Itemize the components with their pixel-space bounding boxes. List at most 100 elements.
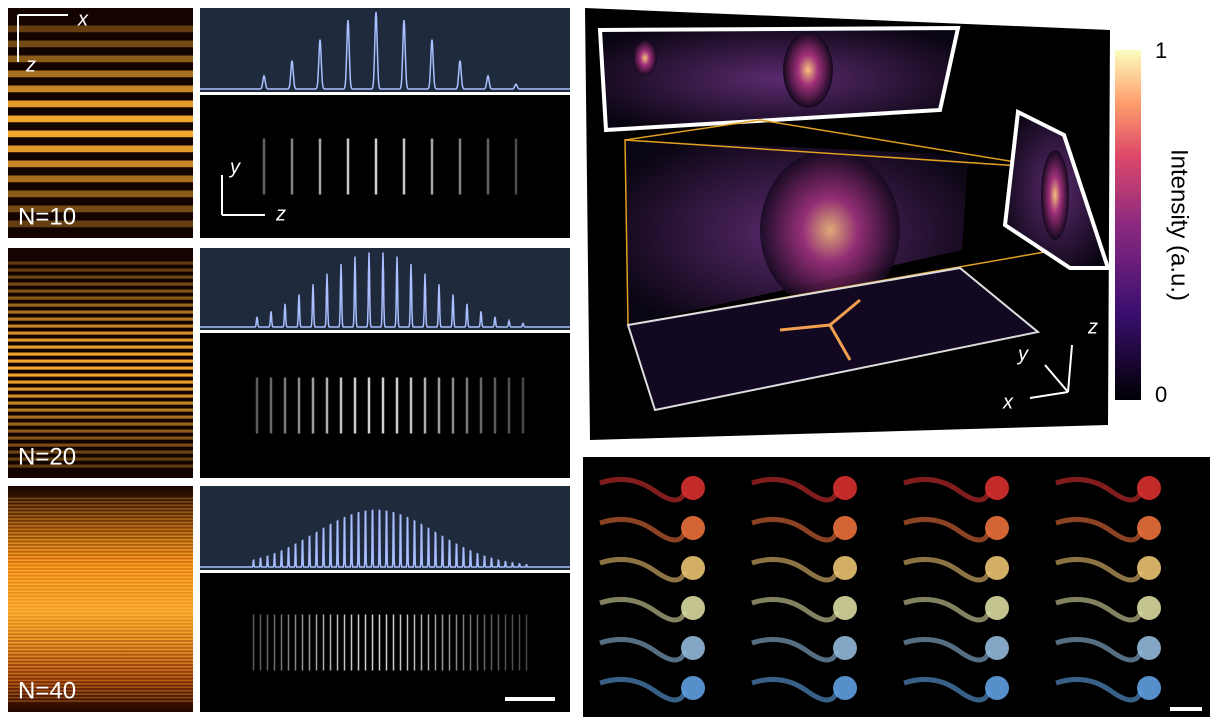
fringe (8, 625, 193, 627)
fringe (8, 353, 193, 356)
fringe (8, 614, 193, 616)
axis-label: x (77, 8, 89, 30)
scale-bar (505, 697, 555, 701)
axis-label: z (25, 54, 36, 76)
fringe (8, 508, 193, 510)
fringe (8, 388, 193, 391)
fringe (8, 332, 193, 335)
profile-plot (200, 8, 570, 92)
fringe (8, 597, 193, 599)
fringe (8, 437, 193, 440)
fringe (8, 666, 193, 668)
n-label: N=10 (18, 203, 76, 230)
fringe (8, 304, 193, 307)
bead-image (200, 95, 570, 238)
fringe (8, 522, 193, 524)
fringe (8, 663, 193, 665)
fringe (8, 608, 193, 610)
scale-bar (1170, 707, 1202, 711)
feature (1041, 150, 1069, 240)
fringe (8, 656, 193, 658)
fringe (8, 346, 193, 349)
fringe (8, 535, 193, 537)
colorbar-label: Intensity (a.u.) (1166, 149, 1193, 301)
fringe (8, 621, 193, 623)
fringe (8, 191, 193, 198)
colorbar-max: 1 (1155, 38, 1167, 63)
fringe (8, 318, 193, 321)
feature (633, 40, 657, 76)
fringe (8, 556, 193, 558)
fringe (8, 395, 193, 398)
fringe (8, 573, 193, 575)
fringe (8, 566, 193, 568)
fringe (8, 632, 193, 634)
fringe (8, 590, 193, 592)
fringe (8, 577, 193, 579)
fringe (8, 269, 193, 272)
fringe (8, 297, 193, 300)
fringe (8, 539, 193, 541)
fringe (8, 642, 193, 644)
fringe (8, 518, 193, 520)
fringe (8, 290, 193, 293)
fringe (8, 515, 193, 517)
fringe (8, 339, 193, 342)
fringe (8, 659, 193, 661)
fringe (8, 553, 193, 555)
n-label: N=20 (18, 443, 76, 470)
fringe (8, 546, 193, 548)
colorbar (1115, 50, 1141, 400)
fringe (8, 498, 193, 500)
figure: N=10N=20N=40xzyz z y x 1 0 Intensity (a.… (0, 0, 1210, 717)
axis-label: y (1016, 343, 1029, 365)
fringe (8, 594, 193, 596)
bead-image (200, 573, 570, 712)
fringe (8, 311, 193, 314)
bead-image (200, 333, 570, 478)
fringe (8, 532, 193, 534)
fringe (8, 673, 193, 675)
fringe (8, 161, 193, 168)
fringe (8, 501, 193, 503)
fringe (8, 604, 193, 606)
fringe (8, 560, 193, 562)
fringe (8, 101, 193, 108)
axis-label: y (228, 156, 241, 178)
fringe (8, 131, 193, 138)
fringe (8, 511, 193, 513)
fringe (8, 584, 193, 586)
fringe (8, 549, 193, 551)
fringe (8, 26, 193, 33)
fringe (8, 618, 193, 620)
fringe (8, 360, 193, 363)
fringe (8, 381, 193, 384)
fringe (8, 116, 193, 123)
fringe (8, 262, 193, 265)
fringe (8, 601, 193, 603)
n-label: N=40 (18, 677, 76, 704)
fringe (8, 423, 193, 426)
axis-label: x (1002, 391, 1014, 413)
fringe (8, 176, 193, 183)
fringe (8, 570, 193, 572)
fringe (8, 649, 193, 651)
fringe (8, 325, 193, 328)
fringe (8, 542, 193, 544)
feature (783, 32, 833, 108)
fringe (8, 409, 193, 412)
fringe (8, 41, 193, 48)
fringe (8, 645, 193, 647)
fringe (8, 505, 193, 507)
fringe (8, 283, 193, 286)
fringe (8, 374, 193, 377)
fringe (8, 529, 193, 531)
panel-b: z y x 1 0 Intensity (a.u.) (585, 8, 1193, 440)
profile-plot (200, 486, 570, 570)
fringe (8, 669, 193, 671)
colorbar-min: 0 (1155, 382, 1167, 407)
fringe (8, 402, 193, 405)
fringe (8, 146, 193, 153)
fringe (8, 587, 193, 589)
